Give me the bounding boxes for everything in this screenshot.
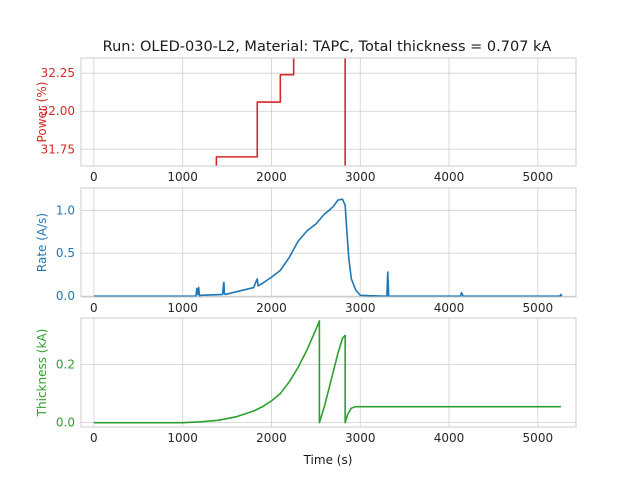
x-tick-label: 1000	[167, 431, 198, 445]
y-tick-label: 31.75	[41, 142, 75, 156]
x-tick-label: 3000	[345, 431, 376, 445]
x-tick-label: 0	[90, 301, 98, 315]
series-line	[93, 320, 561, 424]
y-axis-label: Power (%)	[35, 82, 49, 143]
x-tick-label: 0	[90, 431, 98, 445]
x-tick-label: 2000	[256, 170, 287, 184]
y-axis-label: Thickness (kA)	[35, 329, 49, 418]
axes-frame	[80, 317, 577, 428]
x-tick-label: 5000	[523, 301, 554, 315]
x-tick-label: 5000	[523, 431, 554, 445]
y-tick-label: 0.0	[56, 416, 75, 430]
series-line	[215, 58, 346, 166]
x-tick-label: 4000	[434, 431, 465, 445]
x-tick-label: 2000	[256, 301, 287, 315]
y-tick-label: 0.0	[56, 289, 75, 303]
y-tick-label: 32.25	[41, 66, 75, 80]
x-tick-label: 5000	[523, 170, 554, 184]
plot-area	[81, 58, 576, 166]
y-tick-label: 0.5	[56, 246, 75, 260]
subplots: 0 1000 2000 3000 4000 5000 31.75 32.00 32.25 Powe…	[35, 57, 577, 445]
y-tick-label: 0.2	[56, 358, 75, 372]
y-tick-label: 32.00	[41, 104, 75, 118]
series-line	[93, 198, 563, 297]
plot-area	[81, 318, 576, 427]
x-tick-label: 1000	[167, 301, 198, 315]
axes-frame	[80, 57, 577, 167]
axes-frame	[80, 187, 577, 298]
y-axis-label: Rate (A/s)	[35, 213, 49, 272]
x-axis-label: Time (s)	[303, 453, 353, 467]
chart-title: Run: OLED-030-L2, Material: TAPC, Total …	[103, 39, 552, 55]
subplot-2: 0 1000 2000 3000 4000 5000 0.0 0.5 1.0 Rate (A/s)	[35, 187, 577, 315]
plot-area	[81, 188, 576, 297]
subplot-1: 0 1000 2000 3000 4000 5000 31.75 32.00 32.25 Powe…	[35, 57, 577, 184]
x-tick-label: 1000	[167, 170, 198, 184]
x-tick-label: 0	[90, 170, 98, 184]
x-tick-label: 2000	[256, 431, 287, 445]
x-tick-label: 3000	[345, 170, 376, 184]
x-tick-label: 4000	[434, 170, 465, 184]
y-tick-label: 1.0	[56, 203, 75, 217]
subplot-3: 0 1000 2000 3000 4000 5000 0.0 0.2 Thickness (kA…	[35, 317, 577, 445]
x-tick-label: 4000	[434, 301, 465, 315]
x-tick-label: 3000	[345, 301, 376, 315]
